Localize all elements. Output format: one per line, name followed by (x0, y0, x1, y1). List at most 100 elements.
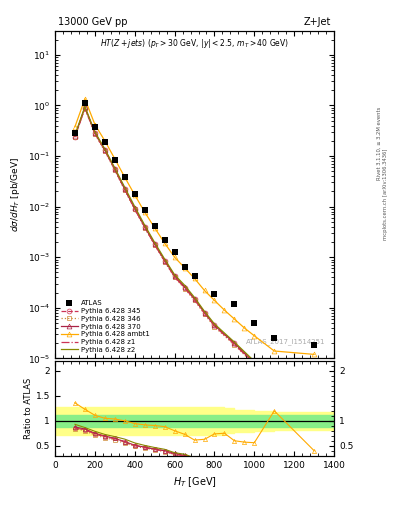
Pythia 6.428 ambt1 (252, 333, 257, 339)
Pythia 6.428 z1 (182, 285, 187, 291)
Pythia 6.428 345 (172, 273, 177, 280)
Pythia 6.428 370 (92, 130, 97, 136)
Pythia 6.428 z2 (123, 184, 127, 190)
Pythia 6.428 ambt1 (152, 225, 157, 231)
Pythia 6.428 345 (152, 241, 157, 247)
Pythia 6.428 370 (162, 258, 167, 264)
Line: Pythia 6.428 370: Pythia 6.428 370 (73, 105, 316, 416)
Pythia 6.428 346 (162, 259, 167, 265)
Pythia 6.428 z2 (272, 380, 277, 386)
Pythia 6.428 ambt1 (212, 297, 217, 304)
Pythia 6.428 z2 (92, 129, 97, 135)
Line: Pythia 6.428 346: Pythia 6.428 346 (73, 106, 316, 422)
Pythia 6.428 z1 (152, 242, 157, 248)
Pythia 6.428 370 (103, 147, 107, 153)
Pythia 6.428 346 (212, 324, 217, 330)
ATLAS (112, 157, 117, 163)
Pythia 6.428 ambt1 (112, 156, 117, 162)
Pythia 6.428 370 (252, 360, 257, 366)
Pythia 6.428 ambt1 (83, 96, 87, 102)
Pythia 6.428 370 (73, 133, 77, 139)
Pythia 6.428 345 (202, 310, 207, 316)
Pythia 6.428 370 (112, 166, 117, 172)
Pythia 6.428 370 (212, 322, 217, 328)
Pythia 6.428 z1 (73, 134, 77, 140)
Pythia 6.428 346 (202, 311, 207, 317)
Pythia 6.428 z1 (272, 382, 277, 388)
ATLAS (192, 273, 197, 280)
Pythia 6.428 z1 (312, 414, 316, 420)
Pythia 6.428 370 (182, 284, 187, 290)
Pythia 6.428 z1 (162, 258, 167, 264)
Pythia 6.428 z2 (232, 339, 237, 345)
Y-axis label: $d\sigma/dH_T$ [pb/GeV]: $d\sigma/dH_T$ [pb/GeV] (9, 157, 22, 232)
ATLAS (83, 100, 87, 106)
Pythia 6.428 345 (212, 322, 217, 328)
Pythia 6.428 346 (172, 274, 177, 281)
Pythia 6.428 346 (192, 297, 197, 304)
Pythia 6.428 z2 (202, 308, 207, 314)
Pythia 6.428 346 (103, 148, 107, 154)
Pythia 6.428 ambt1 (162, 240, 167, 246)
Pythia 6.428 z1 (212, 323, 217, 329)
Y-axis label: Ratio to ATLAS: Ratio to ATLAS (24, 378, 33, 439)
ATLAS (232, 301, 237, 307)
Text: Rivet 3.1.10, ≥ 3.2M events: Rivet 3.1.10, ≥ 3.2M events (377, 106, 382, 180)
ATLAS (252, 320, 257, 326)
ATLAS (212, 291, 217, 297)
Pythia 6.428 370 (123, 186, 127, 193)
X-axis label: $H_T$ [GeV]: $H_T$ [GeV] (173, 475, 217, 489)
Pythia 6.428 z2 (312, 408, 316, 414)
Pythia 6.428 z1 (142, 224, 147, 230)
Pythia 6.428 z1 (252, 361, 257, 367)
Pythia 6.428 345 (92, 131, 97, 137)
Pythia 6.428 z1 (112, 166, 117, 173)
Pythia 6.428 345 (192, 296, 197, 302)
Pythia 6.428 345 (232, 340, 237, 346)
Pythia 6.428 346 (312, 417, 316, 423)
Pythia 6.428 ambt1 (192, 275, 197, 282)
Pythia 6.428 346 (182, 286, 187, 292)
Pythia 6.428 z2 (103, 146, 107, 152)
Pythia 6.428 z2 (172, 272, 177, 278)
Line: Pythia 6.428 345: Pythia 6.428 345 (73, 105, 316, 416)
Pythia 6.428 370 (192, 296, 197, 302)
Pythia 6.428 346 (142, 225, 147, 231)
ATLAS (132, 190, 137, 197)
ATLAS (182, 264, 187, 270)
Pythia 6.428 z2 (252, 358, 257, 364)
Pythia 6.428 z2 (212, 321, 217, 327)
ATLAS (73, 131, 77, 137)
Pythia 6.428 ambt1 (123, 174, 127, 180)
ATLAS (152, 223, 157, 229)
Pythia 6.428 z1 (123, 186, 127, 193)
Line: Pythia 6.428 z1: Pythia 6.428 z1 (75, 108, 314, 417)
Pythia 6.428 345 (252, 360, 257, 367)
Pythia 6.428 346 (252, 361, 257, 368)
Pythia 6.428 345 (142, 224, 147, 230)
Pythia 6.428 345 (112, 166, 117, 172)
Text: 13000 GeV pp: 13000 GeV pp (58, 17, 127, 28)
Pythia 6.428 370 (232, 340, 237, 346)
Pythia 6.428 ambt1 (73, 123, 77, 130)
Pythia 6.428 346 (73, 134, 77, 140)
Text: ATLAS_2017_I1514251: ATLAS_2017_I1514251 (246, 338, 326, 345)
Pythia 6.428 346 (232, 342, 237, 348)
Pythia 6.428 ambt1 (222, 307, 227, 313)
Pythia 6.428 346 (123, 187, 127, 194)
Pythia 6.428 346 (112, 167, 117, 174)
Pythia 6.428 370 (142, 224, 147, 230)
Pythia 6.428 346 (272, 383, 277, 390)
Pythia 6.428 345 (272, 382, 277, 388)
Pythia 6.428 ambt1 (92, 121, 97, 127)
Pythia 6.428 z2 (132, 204, 137, 210)
Pythia 6.428 ambt1 (232, 316, 237, 322)
Pythia 6.428 370 (312, 411, 316, 417)
ATLAS (123, 174, 127, 180)
Pythia 6.428 346 (152, 242, 157, 248)
Pythia 6.428 ambt1 (182, 265, 187, 271)
Pythia 6.428 345 (162, 258, 167, 264)
Pythia 6.428 345 (83, 104, 87, 111)
Pythia 6.428 ambt1 (132, 192, 137, 198)
Line: ATLAS: ATLAS (72, 100, 317, 348)
